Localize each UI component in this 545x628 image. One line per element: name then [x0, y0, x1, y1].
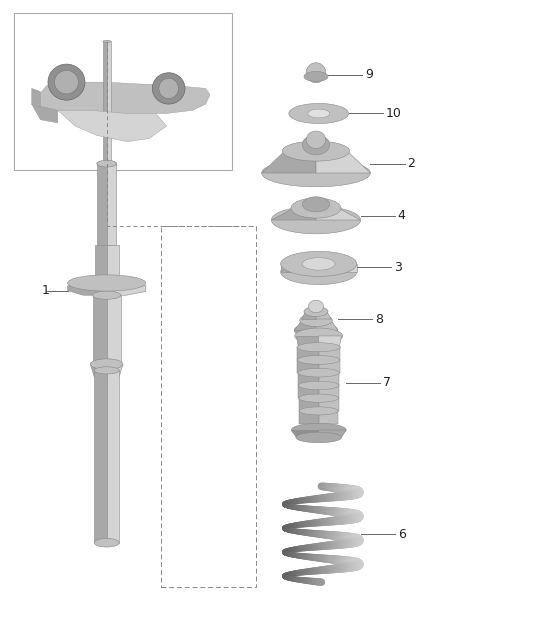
Polygon shape — [107, 371, 119, 543]
Ellipse shape — [93, 291, 121, 300]
Polygon shape — [316, 320, 338, 330]
Polygon shape — [301, 311, 316, 319]
Polygon shape — [107, 164, 117, 245]
Ellipse shape — [281, 251, 357, 276]
Polygon shape — [292, 430, 319, 438]
Text: 3: 3 — [393, 261, 402, 274]
Polygon shape — [68, 286, 107, 295]
Polygon shape — [319, 386, 339, 398]
Ellipse shape — [299, 394, 338, 403]
Ellipse shape — [306, 63, 326, 83]
Ellipse shape — [308, 109, 330, 118]
Ellipse shape — [300, 314, 332, 327]
Ellipse shape — [299, 407, 338, 415]
Ellipse shape — [271, 206, 361, 234]
Ellipse shape — [94, 367, 119, 374]
Polygon shape — [262, 151, 316, 173]
Ellipse shape — [296, 432, 342, 443]
Ellipse shape — [295, 328, 343, 344]
Polygon shape — [319, 360, 340, 372]
Polygon shape — [95, 245, 107, 276]
Polygon shape — [107, 364, 123, 377]
Text: 7: 7 — [383, 376, 391, 389]
Ellipse shape — [302, 197, 330, 212]
Polygon shape — [319, 411, 338, 424]
Polygon shape — [298, 360, 319, 372]
Polygon shape — [271, 207, 316, 220]
Text: 9: 9 — [365, 68, 373, 81]
Text: 4: 4 — [397, 209, 405, 222]
Polygon shape — [32, 104, 58, 123]
Polygon shape — [316, 151, 371, 173]
Polygon shape — [319, 264, 357, 272]
Ellipse shape — [97, 161, 117, 166]
Polygon shape — [316, 311, 331, 319]
Polygon shape — [94, 371, 107, 543]
Polygon shape — [299, 411, 319, 424]
Ellipse shape — [297, 343, 341, 352]
Ellipse shape — [304, 306, 328, 317]
Polygon shape — [107, 41, 111, 164]
Polygon shape — [298, 372, 319, 386]
Polygon shape — [90, 364, 107, 377]
Polygon shape — [294, 320, 316, 330]
Ellipse shape — [306, 131, 326, 149]
Polygon shape — [281, 264, 319, 272]
Polygon shape — [296, 336, 319, 347]
Ellipse shape — [281, 259, 357, 284]
Ellipse shape — [97, 160, 117, 167]
Polygon shape — [299, 398, 319, 411]
Ellipse shape — [298, 381, 339, 389]
Polygon shape — [298, 386, 319, 398]
Text: 8: 8 — [375, 313, 383, 325]
Polygon shape — [32, 82, 210, 114]
Ellipse shape — [294, 323, 338, 338]
Bar — [161, 226, 256, 587]
Text: 10: 10 — [385, 107, 402, 120]
Polygon shape — [107, 286, 146, 295]
Polygon shape — [316, 207, 361, 220]
Ellipse shape — [298, 355, 340, 364]
Ellipse shape — [289, 104, 349, 124]
Ellipse shape — [308, 300, 324, 313]
Polygon shape — [58, 111, 166, 142]
Ellipse shape — [291, 198, 341, 218]
Ellipse shape — [302, 135, 330, 155]
Ellipse shape — [54, 70, 78, 94]
Polygon shape — [107, 245, 119, 276]
Ellipse shape — [153, 73, 185, 104]
Polygon shape — [103, 41, 107, 164]
Text: 1: 1 — [42, 284, 50, 297]
Ellipse shape — [68, 275, 146, 291]
Polygon shape — [319, 372, 340, 386]
Ellipse shape — [282, 141, 350, 161]
Polygon shape — [297, 347, 319, 360]
Ellipse shape — [262, 160, 371, 187]
Polygon shape — [107, 295, 121, 364]
Text: 2: 2 — [407, 157, 415, 170]
Polygon shape — [319, 347, 341, 360]
Ellipse shape — [48, 64, 85, 100]
Polygon shape — [319, 336, 342, 347]
Ellipse shape — [302, 257, 335, 270]
Ellipse shape — [292, 423, 346, 436]
Polygon shape — [93, 295, 107, 364]
Text: 6: 6 — [398, 528, 406, 541]
Ellipse shape — [304, 72, 328, 82]
Ellipse shape — [90, 359, 123, 369]
Polygon shape — [319, 430, 346, 438]
Ellipse shape — [103, 40, 111, 43]
Polygon shape — [32, 89, 40, 107]
Polygon shape — [97, 164, 107, 245]
Ellipse shape — [159, 78, 178, 99]
Bar — [14, 13, 232, 170]
Ellipse shape — [94, 538, 119, 547]
Ellipse shape — [298, 369, 340, 377]
Polygon shape — [319, 398, 338, 411]
